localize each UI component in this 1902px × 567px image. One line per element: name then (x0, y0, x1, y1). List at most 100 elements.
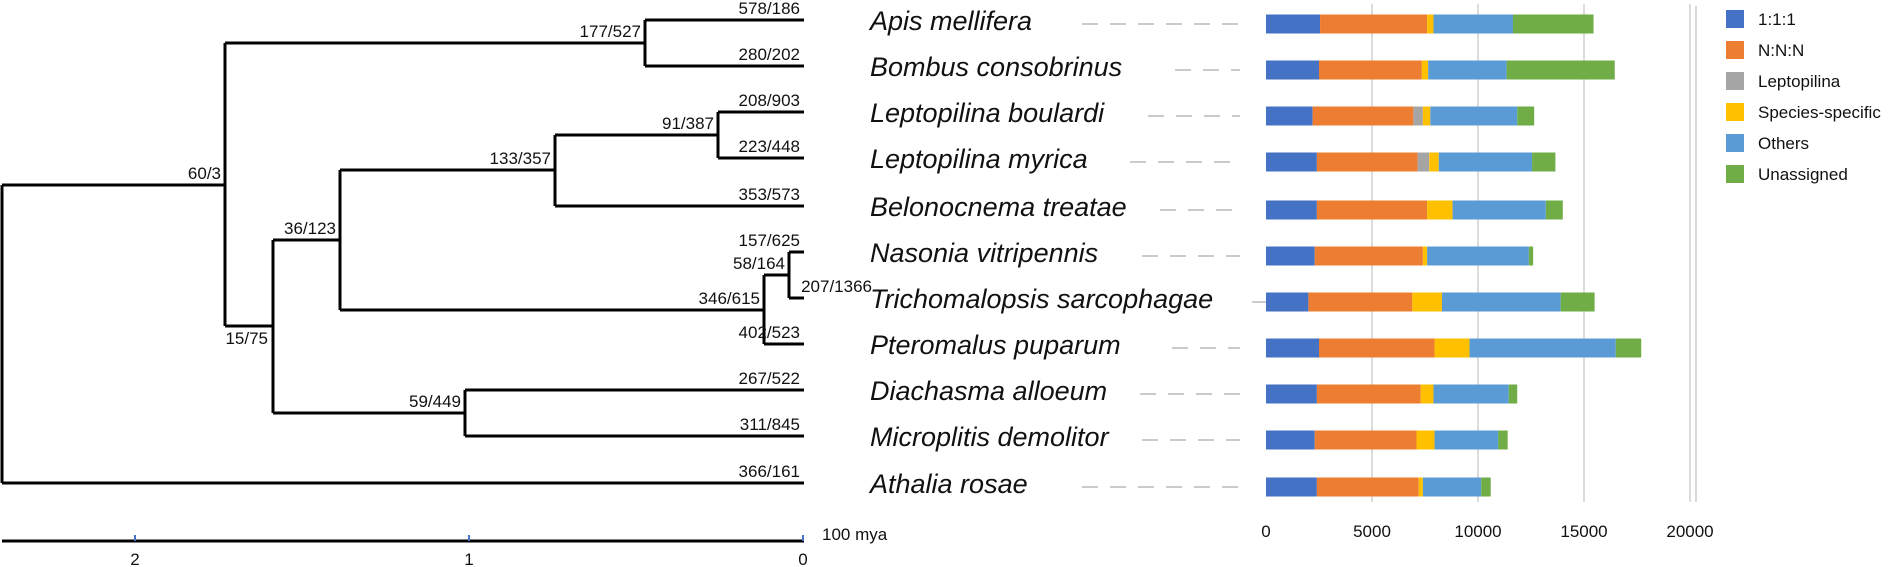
node-label-apocrita: 60/3 (188, 164, 221, 183)
bar-segment (1517, 106, 1535, 126)
time-scale: 2 1 0 100 mya (2, 525, 888, 567)
bar-segment (1266, 200, 1317, 220)
bar-segment (1314, 246, 1423, 266)
legend-label: 1:1:1 (1758, 10, 1796, 29)
legend-swatch (1726, 103, 1744, 121)
species-name: Athalia rosae (868, 469, 1028, 499)
bar-segment (1320, 14, 1428, 34)
scale-tick-label: 1 (464, 550, 473, 567)
phylogenetic-tree (0, 18, 804, 485)
bar-segment (1506, 60, 1615, 80)
bar-segment (1266, 338, 1319, 358)
bar-segment (1422, 106, 1431, 126)
scale-unit-label: 100 mya (822, 525, 888, 544)
leader-lines (1082, 23, 1268, 488)
leaf-label-bombus: 280/202 (739, 45, 800, 64)
bar-segment (1469, 338, 1616, 358)
legend-swatch (1726, 72, 1744, 90)
leaf-label-athalia: 366/161 (739, 462, 800, 481)
bar-segment (1312, 106, 1414, 126)
bar-segment (1266, 292, 1309, 312)
bar-segment (1422, 477, 1482, 497)
leaf-label-apis: 578/186 (739, 0, 800, 18)
bar-segment (1316, 477, 1419, 497)
bar-segment (1412, 292, 1442, 312)
x-tick-label: 0 (1261, 522, 1270, 541)
bar-segment (1498, 430, 1508, 450)
node-label-leptopilina: 91/387 (662, 114, 714, 133)
bar-segment (1428, 60, 1507, 80)
bar-segment (1266, 14, 1321, 34)
x-axis-ticks: 0 5000 10000 15000 20000 (1261, 522, 1713, 541)
species-name: Leptopilina myrica (870, 144, 1088, 174)
bar-segment (1266, 152, 1317, 172)
bar-segment (1427, 14, 1434, 34)
legend: 1:1:1 N:N:N Leptopilina Species-specific Oth… (1695, 6, 1881, 502)
leaf-label-pteromalus: 402/523 (739, 323, 800, 342)
leaf-label-microplitis: 311/845 (740, 415, 800, 434)
bar-segment (1433, 14, 1513, 34)
bar-segment (1266, 246, 1315, 266)
legend-swatch (1726, 41, 1744, 59)
bar-segment (1438, 152, 1533, 172)
bar-segment (1266, 477, 1317, 497)
bar-segment (1266, 430, 1315, 450)
legend-swatch (1726, 134, 1744, 152)
species-name: Apis mellifera (868, 6, 1032, 36)
internal-node-labels: 177/527 91/387 133/357 36/123 60/3 58/16… (188, 22, 785, 411)
x-tick-label: 20000 (1666, 522, 1713, 541)
bar-segment (1429, 152, 1439, 172)
x-tick-label: 15000 (1560, 522, 1607, 541)
species-name: Diachasma alloeum (870, 376, 1107, 406)
legend-label: Leptopilina (1758, 72, 1841, 91)
species-name: Microplitis demolitor (870, 422, 1110, 452)
leaf-count-labels: 578/186 280/202 208/903 223/448 353/573 … (739, 0, 872, 481)
node-label-braconidae: 59/449 (409, 392, 461, 411)
bar-segment (1319, 338, 1435, 358)
leaf-label-nasonia: 157/625 (739, 231, 800, 250)
bars (1266, 14, 1642, 497)
leaf-label-lep-myrica: 223/448 (739, 137, 800, 156)
bar-segment (1545, 200, 1563, 220)
leaf-label-lep-boulardi: 208/903 (739, 91, 800, 110)
node-label-apis-bombus: 177/527 (580, 22, 641, 41)
species-name: Nasonia vitripennis (870, 238, 1098, 268)
species-name: Bombus consobrinus (870, 52, 1122, 82)
bar-segment (1427, 200, 1453, 220)
bar-segment (1508, 384, 1518, 404)
node-label-nasonia-tricho: 58/164 (733, 254, 785, 273)
bar-segment (1433, 384, 1509, 404)
species-name: Trichomalopsis sarcophagae (870, 284, 1213, 314)
bar-segment (1528, 246, 1534, 266)
scale-tick-label: 2 (130, 550, 139, 567)
bar-segment (1417, 152, 1430, 172)
bar-segment (1532, 152, 1556, 172)
bar-segment (1481, 477, 1491, 497)
node-label-pteromalidae: 346/615 (699, 289, 760, 308)
bar-segment (1266, 384, 1317, 404)
species-name: Belonocnema treatae (870, 192, 1127, 222)
x-tick-label: 5000 (1353, 522, 1391, 541)
species-names: Apis mellifera Bombus consobrinus Leptop… (868, 6, 1213, 499)
bar-segment (1512, 14, 1594, 34)
leaf-label-belonocnema: 353/573 (739, 185, 800, 204)
scale-tick-label: 0 (798, 550, 807, 567)
node-label-cynipidae: 133/357 (490, 149, 551, 168)
bar-segment (1316, 200, 1428, 220)
bar-segment (1420, 384, 1434, 404)
stacked-bar-chart: 0 5000 10000 15000 20000 (1261, 4, 1714, 541)
bar-segment (1421, 60, 1429, 80)
bar-segment (1418, 477, 1423, 497)
bar-segment (1413, 106, 1423, 126)
leaf-label-diachasma: 267/522 (739, 369, 800, 388)
node-label-cyn-pter: 36/123 (284, 219, 336, 238)
bar-segment (1416, 430, 1435, 450)
bar-segment (1441, 292, 1561, 312)
species-name: Leptopilina boulardi (870, 98, 1105, 128)
bar-segment (1316, 384, 1421, 404)
bar-segment (1434, 338, 1470, 358)
bar-segment (1615, 338, 1642, 358)
bar-segment (1452, 200, 1546, 220)
x-tick-label: 10000 (1454, 522, 1501, 541)
